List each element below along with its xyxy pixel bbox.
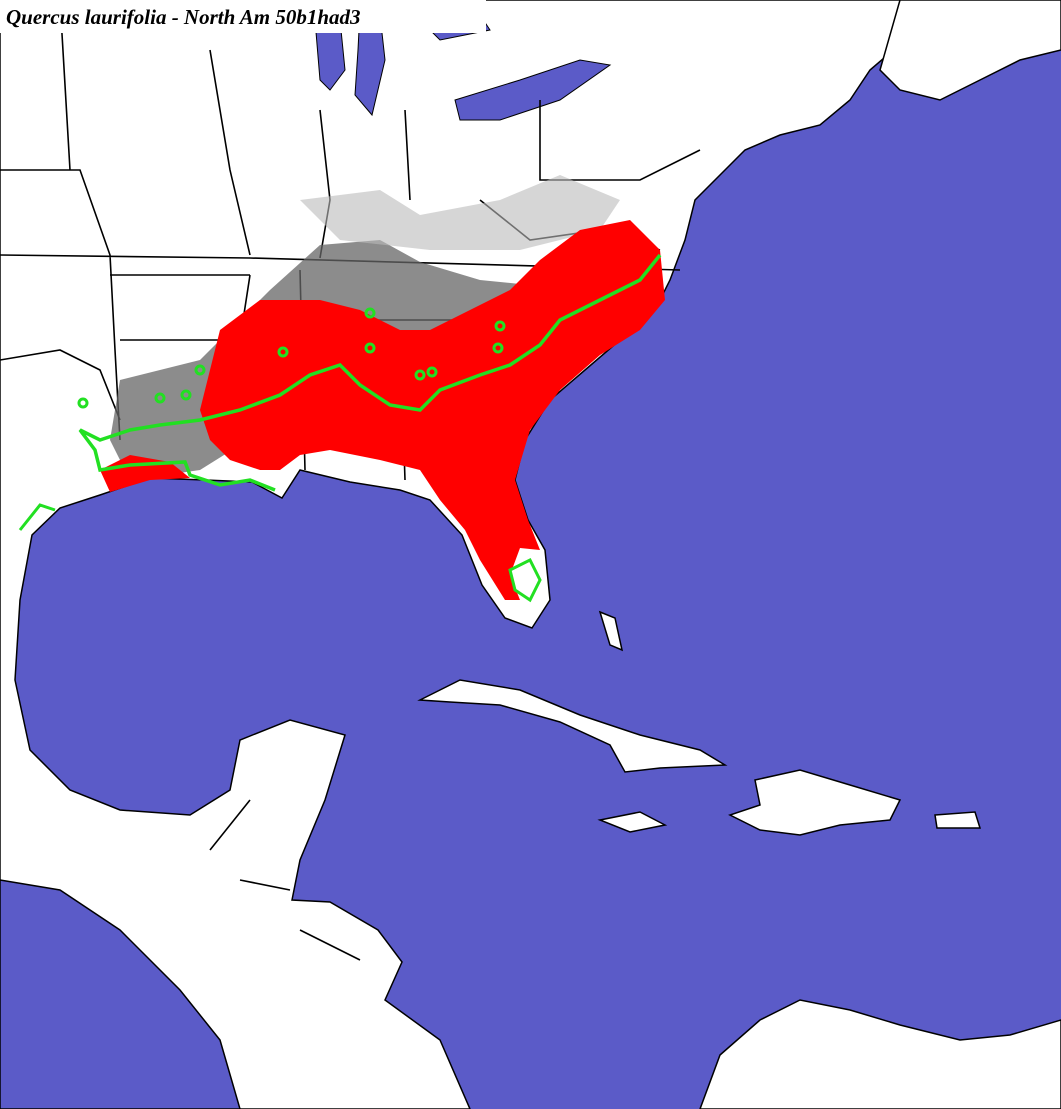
country-border — [0, 349, 361, 961]
title-box — [0, 0, 486, 33]
bahamas — [598, 610, 624, 652]
landmass — [0, 0, 906, 1109]
range-red — [200, 220, 665, 600]
lake — [454, 59, 612, 121]
landmass-northeast — [879, 0, 1061, 101]
pacific — [0, 879, 241, 1109]
range-outline — [78, 253, 662, 492]
suitability-light-gray — [300, 175, 620, 250]
puerto-rico — [934, 811, 982, 829]
range-outline — [18, 503, 542, 603]
jamaica — [597, 811, 668, 833]
hispaniola — [728, 769, 902, 836]
range-points — [77, 307, 506, 409]
south-america — [699, 999, 1061, 1109]
cuba — [417, 679, 728, 773]
map-title: Quercus laurifolia - North Am 50b1had3 — [6, 5, 361, 29]
